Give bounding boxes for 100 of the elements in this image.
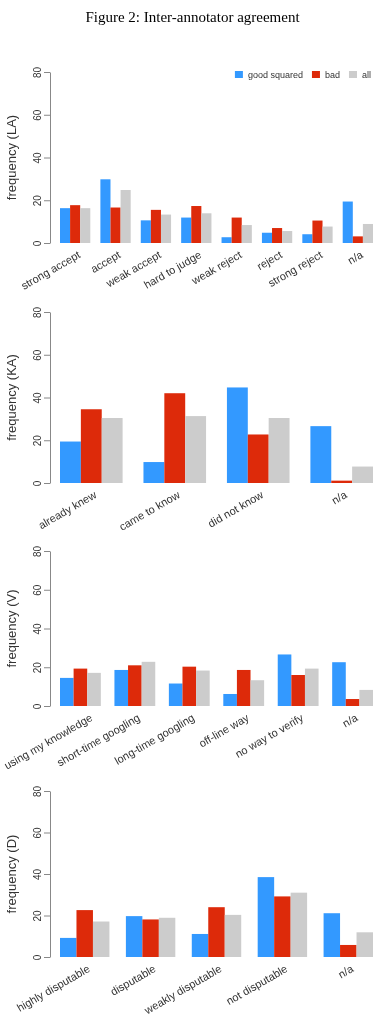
bar	[196, 670, 210, 706]
x-tick-label: came to know	[116, 488, 182, 533]
bar	[208, 907, 225, 957]
bar	[80, 208, 91, 243]
bar	[332, 662, 346, 706]
bar	[201, 213, 212, 243]
y-tick-label: 80	[32, 545, 43, 558]
bar	[352, 236, 363, 243]
bar	[247, 434, 269, 483]
bar	[323, 913, 341, 957]
bar	[250, 680, 265, 706]
bar	[168, 683, 183, 706]
bar	[356, 932, 373, 957]
bar	[362, 223, 373, 243]
y-tick-label: 60	[32, 109, 43, 121]
bar	[191, 206, 202, 243]
bar	[70, 205, 81, 243]
bar	[261, 232, 273, 243]
bar	[182, 666, 197, 706]
y-axis-title: frequency (D)	[4, 834, 19, 914]
bar	[73, 668, 88, 706]
bar	[282, 231, 293, 243]
bar	[101, 418, 123, 483]
bar	[125, 916, 143, 957]
bar	[277, 654, 292, 706]
y-tick-label: 0	[32, 703, 43, 710]
y-tick-label: 60	[32, 584, 43, 596]
bar	[120, 189, 131, 243]
bar	[181, 217, 192, 243]
y-tick-label: 0	[32, 480, 43, 487]
y-axis-title: frequency (KA)	[4, 354, 19, 441]
bar	[128, 665, 142, 706]
bar	[257, 877, 275, 957]
y-axis-title: frequency (LA)	[4, 114, 19, 201]
bar	[224, 914, 242, 957]
bar	[60, 441, 81, 483]
bar	[150, 209, 161, 243]
y-tick-label: 60	[32, 349, 43, 361]
bar	[87, 672, 101, 706]
bar	[290, 892, 308, 957]
bar	[236, 669, 251, 706]
bar	[158, 917, 176, 957]
y-tick-label: 40	[32, 392, 43, 404]
bar	[92, 921, 110, 957]
y-tick-label: 0	[32, 954, 43, 961]
bar	[291, 675, 305, 706]
bar	[231, 217, 242, 243]
bar	[359, 689, 373, 706]
y-tick-label: 40	[32, 868, 43, 881]
y-tick-label: 0	[32, 240, 43, 247]
y-tick-label: 20	[32, 661, 43, 674]
bar	[160, 214, 172, 243]
y-tick-label: 40	[32, 623, 43, 635]
bar	[110, 207, 121, 243]
bar	[302, 234, 313, 243]
y-tick-label: 60	[32, 827, 43, 839]
y-tick-label: 20	[32, 910, 43, 922]
x-tick-label: n/a	[336, 961, 357, 981]
bar	[312, 220, 323, 243]
chart-title: Figure 2: Inter-annotator agreement	[85, 9, 301, 25]
bar	[241, 225, 252, 243]
bar	[310, 426, 332, 483]
bar	[60, 677, 74, 706]
bar	[76, 910, 93, 957]
bar	[142, 919, 159, 957]
bar	[322, 226, 333, 243]
bar	[304, 668, 319, 706]
y-tick-label: 80	[32, 306, 43, 319]
y-tick-label: 80	[32, 66, 43, 79]
bar	[60, 208, 71, 243]
x-tick-label: did not know	[205, 488, 266, 530]
bar	[340, 944, 357, 957]
bar	[268, 418, 290, 483]
bar	[100, 179, 111, 243]
legend-label: good squared	[247, 70, 303, 80]
bar	[80, 409, 102, 483]
y-axis-title: frequency (V)	[4, 589, 19, 668]
bar	[114, 669, 129, 706]
y-tick-label: 80	[32, 785, 43, 798]
y-tick-label: 20	[32, 194, 43, 207]
bar	[274, 896, 291, 957]
bar	[140, 220, 151, 243]
bar	[223, 693, 237, 706]
x-tick-label: n/a	[340, 710, 361, 730]
bar	[345, 699, 360, 706]
bar	[342, 201, 353, 243]
bar	[191, 933, 209, 957]
bar	[143, 462, 165, 483]
bar	[272, 228, 283, 243]
bar	[352, 466, 373, 483]
bar	[226, 387, 248, 483]
bar	[60, 937, 77, 957]
x-tick-label: n/a	[345, 247, 366, 267]
x-tick-label: n/a	[329, 487, 350, 507]
bar	[141, 661, 156, 706]
y-tick-label: 40	[32, 152, 43, 164]
legend-label: bad	[324, 70, 340, 80]
bar	[221, 237, 232, 243]
legend-label: all	[361, 70, 371, 80]
bar	[185, 416, 207, 483]
